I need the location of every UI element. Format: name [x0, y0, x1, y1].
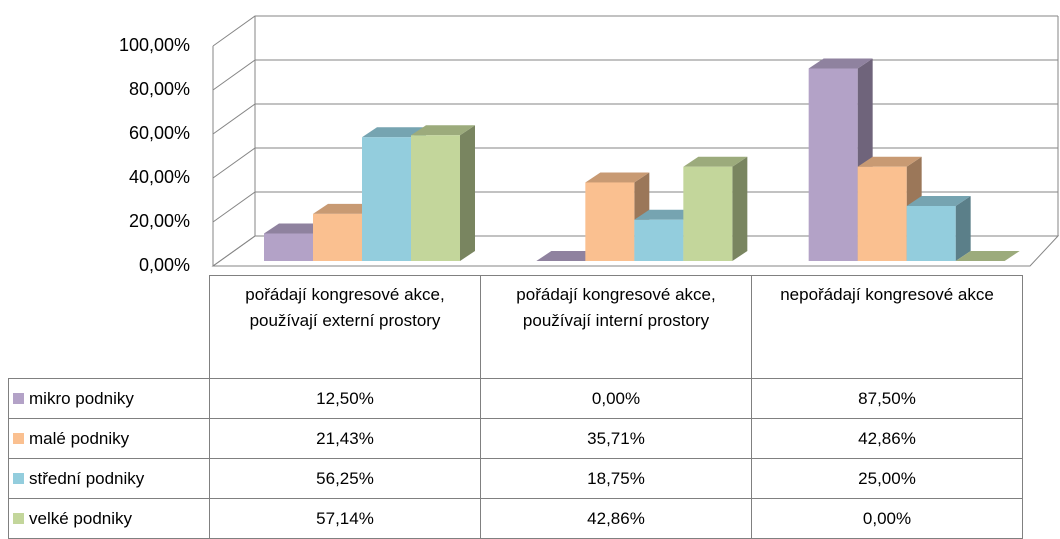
- bar-side: [732, 156, 748, 261]
- row: velké podniky 57,14% 42,86% 0,00%: [8, 498, 1023, 539]
- bar-top: [585, 172, 650, 183]
- y-tick-label: 0,00%: [139, 255, 190, 275]
- row: malé podniky 21,43% 35,71% 42,86%: [8, 418, 1023, 459]
- grid-line: [212, 235, 1058, 267]
- bar-top: [536, 251, 601, 261]
- bar-side: [460, 125, 475, 262]
- value-cell: 25,00%: [751, 458, 1023, 499]
- bar-front: [808, 68, 858, 261]
- value-cell: 35,71%: [480, 418, 752, 459]
- legend-swatch: [13, 392, 24, 404]
- grid-line: [212, 147, 1058, 179]
- legend-label: malé podniky: [29, 428, 130, 448]
- grid-line: [212, 15, 1058, 47]
- bar-top: [955, 251, 1020, 261]
- bar-top: [683, 156, 748, 167]
- bar: [906, 196, 971, 261]
- bar-front: [362, 137, 411, 261]
- row: střední podniky 56,25% 18,75% 25,00%: [8, 458, 1023, 499]
- data-table: pořádají kongresové akce, používají exte…: [8, 275, 1023, 539]
- bar-front: [857, 166, 907, 261]
- bar: [808, 58, 873, 261]
- bar-top: [362, 127, 426, 138]
- row: mikro podniky 12,50% 0,00% 87,50%: [8, 378, 1023, 419]
- value-cell: 18,75%: [480, 458, 752, 499]
- bar-front: [906, 206, 956, 261]
- bar-front: [683, 166, 733, 261]
- category-label: nepořádají kongresové akce: [751, 275, 1023, 379]
- value-cell: 57,14%: [209, 498, 481, 539]
- bar-top: [313, 203, 377, 214]
- grid-line: [212, 103, 1058, 135]
- legend-label: střední podniky: [29, 468, 145, 488]
- corner-cell: [8, 275, 210, 379]
- value-cell: 42,86%: [751, 418, 1023, 459]
- bar: [536, 251, 601, 261]
- bar-top: [634, 209, 699, 220]
- bar-front: [313, 213, 362, 261]
- legend-cell: střední podniky: [8, 458, 210, 499]
- grid-line: [212, 59, 1058, 91]
- category-label: pořádají kongresové akce, používají inte…: [480, 275, 752, 379]
- bar-front: [264, 233, 313, 261]
- category-label: pořádají kongresové akce, používají exte…: [209, 275, 481, 379]
- bar: [683, 156, 748, 261]
- legend-label: mikro podniky: [29, 388, 134, 408]
- value-cell: 21,43%: [209, 418, 481, 459]
- y-tick-label: 60,00%: [129, 123, 190, 143]
- bar: [411, 125, 475, 262]
- bar-top: [906, 196, 971, 206]
- table-body: pořádají kongresové akce, používají exte…: [8, 275, 1023, 539]
- value-cell: 87,50%: [751, 378, 1023, 419]
- value-cell: 0,00%: [480, 378, 752, 419]
- bar-front: [634, 219, 684, 261]
- value-cell: 12,50%: [209, 378, 481, 419]
- y-tick-label: 20,00%: [129, 211, 190, 231]
- bar-top: [411, 125, 475, 136]
- bar-top: [264, 223, 328, 234]
- bar-top: [808, 58, 873, 69]
- legend-swatch: [13, 472, 24, 484]
- bar-front: [411, 135, 460, 261]
- legend-label: velké podniky: [29, 508, 133, 528]
- legend-swatch: [13, 432, 24, 444]
- legend-cell: velké podniky: [8, 498, 210, 539]
- header-row: pořádají kongresové akce, používají exte…: [8, 275, 1023, 379]
- bar-front: [585, 182, 635, 261]
- y-tick-label: 80,00%: [129, 79, 190, 99]
- y-tick-label: 100,00%: [119, 35, 190, 55]
- bar-side: [955, 196, 971, 261]
- legend-cell: mikro podniky: [8, 378, 210, 419]
- legend-cell: malé podniky: [8, 418, 210, 459]
- grid-line: [212, 191, 1058, 223]
- value-cell: 56,25%: [209, 458, 481, 499]
- value-cell: 42,86%: [480, 498, 752, 539]
- value-cell: 0,00%: [751, 498, 1023, 539]
- bar: [955, 251, 1020, 261]
- legend-swatch: [13, 512, 24, 524]
- bar-top: [857, 156, 922, 167]
- y-tick-label: 40,00%: [129, 167, 190, 187]
